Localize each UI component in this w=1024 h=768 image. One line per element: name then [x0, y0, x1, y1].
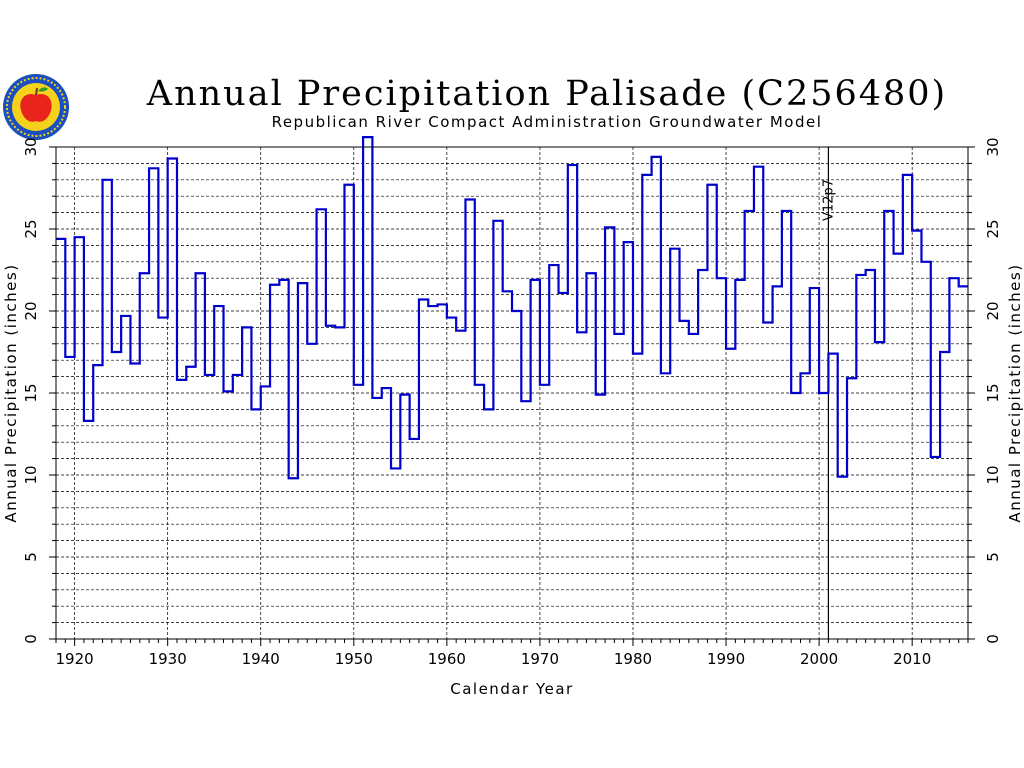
- x-axis-label: Calendar Year: [450, 680, 573, 698]
- y-tick-label-right: 5: [984, 552, 1002, 562]
- x-tick-label: 1920: [56, 650, 94, 668]
- apple-seal-icon: [3, 74, 69, 140]
- y-tick-label-right: 0: [984, 634, 1002, 644]
- y-tick-label-right: 25: [984, 219, 1002, 238]
- x-tick-label: 1930: [149, 650, 187, 668]
- y-tick-label-left: 0: [22, 634, 40, 644]
- chart-title: Annual Precipitation Palisade (C256480): [146, 74, 948, 114]
- axis-ticks: 1920 1930 1940 1950 1960 1970 1980 1990 2000 2010…: [22, 137, 1002, 668]
- x-tick-label: 1980: [614, 650, 652, 668]
- x-tick-label: 1950: [335, 650, 373, 668]
- y-tick-label-left: 15: [22, 383, 40, 402]
- x-tick-label: 2000: [800, 650, 838, 668]
- series-step-line: [56, 136, 968, 480]
- x-tick-label: 1960: [428, 650, 466, 668]
- chart-subtitle: Republican River Compact Administration …: [271, 113, 823, 131]
- series-layer: [56, 136, 968, 480]
- x-tick-label: 1970: [521, 650, 559, 668]
- y-axis-label-right: Annual Precipitation (inches): [1006, 263, 1024, 522]
- y-tick-label-left: 30: [22, 137, 40, 156]
- y-tick-label-right: 15: [984, 383, 1002, 402]
- y-tick-label-left: 10: [22, 465, 40, 484]
- y-tick-label-left: 5: [22, 552, 40, 562]
- y-tick-label-left: 20: [22, 301, 40, 320]
- y-axis-label-left: Annual Precipitation (inches): [2, 263, 20, 522]
- x-tick-label: 1990: [707, 650, 745, 668]
- grid-lines: [56, 147, 968, 639]
- y-tick-label-left: 25: [22, 219, 40, 238]
- y-tick-label-right: 30: [984, 137, 1002, 156]
- y-tick-label-right: 10: [984, 465, 1002, 484]
- x-tick-label: 1940: [242, 650, 280, 668]
- y-tick-label-right: 20: [984, 301, 1002, 320]
- x-tick-label: 2010: [893, 650, 931, 668]
- marker-label: V12p7: [821, 179, 836, 221]
